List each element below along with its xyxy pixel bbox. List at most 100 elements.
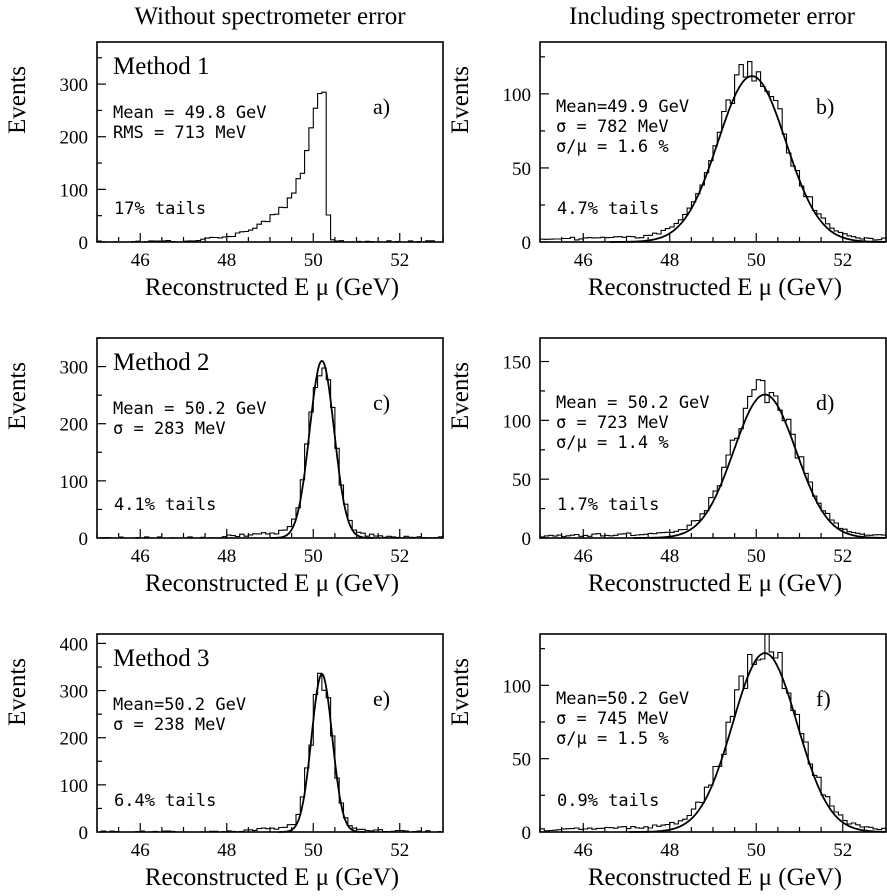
x-axis-label: Reconstructed E μ (GeV) xyxy=(145,570,399,597)
stat-line: Mean = 50.2 GeV xyxy=(113,399,267,419)
y-tick-label: 0 xyxy=(522,529,532,550)
x-tick-label: 46 xyxy=(574,546,593,567)
stat-line: σ = 283 MeV xyxy=(113,419,226,439)
x-tick-label: 50 xyxy=(304,546,323,567)
x-tick-label: 52 xyxy=(390,546,409,567)
y-tick-label: 0 xyxy=(79,529,89,550)
x-tick-label: 52 xyxy=(390,840,409,861)
method-label: Method 3 xyxy=(113,645,210,672)
y-tick-label: 100 xyxy=(60,472,89,493)
stat-line: Mean=50.2 GeV xyxy=(113,695,246,715)
x-tick-label: 50 xyxy=(747,546,766,567)
x-tick-label: 48 xyxy=(660,840,679,861)
tails-label: 1.7% tails xyxy=(557,495,659,515)
tails-label: 6.4% tails xyxy=(114,791,216,811)
tails-label: 4.1% tails xyxy=(114,495,216,515)
stat-line: Mean = 50.2 GeV xyxy=(556,393,710,413)
stat-line: σ/μ = 1.4 % xyxy=(556,433,669,453)
gaussian-fit-curve xyxy=(278,673,366,833)
method-label: Method 1 xyxy=(113,53,210,80)
x-axis-label: Reconstructed E μ (GeV) xyxy=(588,864,842,891)
method-label: Method 2 xyxy=(113,349,210,376)
gaussian-fit-curve xyxy=(270,359,374,539)
y-tick-label: 50 xyxy=(512,470,531,491)
y-axis-label: Events xyxy=(447,66,474,134)
y-tick-label: 300 xyxy=(60,358,89,379)
histogram-panel-f: 46 48 50 52 0 50 100 Reconstructed E μ (GeV) Eve… xyxy=(447,633,887,891)
histogram-bars xyxy=(539,379,887,538)
y-tick-label: 150 xyxy=(503,353,532,374)
x-tick-label: 50 xyxy=(747,250,766,271)
panel-letter: c) xyxy=(373,390,390,415)
x-tick-label: 48 xyxy=(660,250,679,271)
x-tick-label: 46 xyxy=(574,250,593,271)
x-axis-label: Reconstructed E μ (GeV) xyxy=(588,274,842,301)
left-column-title: Without spectrometer error xyxy=(134,3,406,30)
y-tick-label: 100 xyxy=(503,85,532,106)
y-tick-label: 100 xyxy=(503,411,532,432)
y-axis-label: Events xyxy=(4,66,31,134)
stat-line: σ = 782 MeV xyxy=(556,117,669,137)
tails-label: 0.9% tails xyxy=(557,791,659,811)
x-tick-label: 50 xyxy=(304,250,323,271)
x-tick-label: 46 xyxy=(131,250,150,271)
tails-label: 4.7% tails xyxy=(557,199,659,219)
x-axis-label: Reconstructed E μ (GeV) xyxy=(145,274,399,301)
stat-line: σ/μ = 1.6 % xyxy=(556,137,669,157)
y-axis-label: Events xyxy=(447,362,474,430)
x-tick-label: 52 xyxy=(833,250,852,271)
x-tick-label: 52 xyxy=(390,250,409,271)
panel-letter: b) xyxy=(816,94,834,119)
y-tick-label: 100 xyxy=(60,776,89,797)
stat-line: σ/μ = 1.5 % xyxy=(556,729,669,749)
tails-label: 17% tails xyxy=(114,199,206,219)
x-tick-label: 50 xyxy=(304,840,323,861)
histogram-panel-b: 46 48 50 52 0 50 100 Reconstructed E μ (GeV) Eve… xyxy=(447,41,887,301)
x-tick-label: 52 xyxy=(833,840,852,861)
x-tick-label: 46 xyxy=(574,840,593,861)
y-axis-label: Events xyxy=(4,362,31,430)
y-tick-label: 300 xyxy=(60,75,89,96)
panel-letter: a) xyxy=(373,94,390,119)
y-tick-label: 200 xyxy=(60,415,89,436)
histogram-bars xyxy=(539,61,887,242)
gaussian-fit-curve xyxy=(629,652,885,833)
x-tick-label: 48 xyxy=(217,840,236,861)
histogram-panel-c: 46 48 50 52 0 100 200 300 Reconstructed E μ (GeV… xyxy=(4,337,444,597)
y-tick-label: 50 xyxy=(512,750,531,771)
histogram-bars xyxy=(539,633,887,832)
y-tick-label: 0 xyxy=(79,823,89,844)
gaussian-fit-curve xyxy=(609,75,886,243)
x-tick-label: 52 xyxy=(833,546,852,567)
histogram-panel-a: 46 48 50 52 0 100 200 300 Reconstructed E μ (GeV… xyxy=(4,41,444,301)
y-axis-label: Events xyxy=(4,658,31,726)
x-tick-label: 48 xyxy=(660,546,679,567)
stat-line: σ = 238 MeV xyxy=(113,715,226,735)
right-column-title: Including spectrometer error xyxy=(569,3,856,30)
histogram-panel-e: 46 48 50 52 0 100 200 300 400 Reconstructed E μ (… xyxy=(4,633,444,891)
stat-line: σ = 745 MeV xyxy=(556,709,669,729)
panels-group: 46 48 50 52 0 100 200 300 Reconstructed E μ (GeV… xyxy=(4,41,887,891)
panel-letter: f) xyxy=(816,686,831,711)
y-axis-label: Events xyxy=(447,658,474,726)
x-tick-label: 50 xyxy=(747,840,766,861)
x-tick-label: 48 xyxy=(217,250,236,271)
x-tick-label: 48 xyxy=(217,546,236,567)
y-tick-label: 0 xyxy=(522,233,532,254)
x-axis-label: Reconstructed E μ (GeV) xyxy=(588,570,842,597)
panel-letter: e) xyxy=(373,686,390,711)
y-tick-label: 200 xyxy=(60,128,89,149)
stat-line: Mean=49.9 GeV xyxy=(556,97,689,117)
y-tick-label: 0 xyxy=(79,233,89,254)
x-tick-label: 46 xyxy=(131,546,150,567)
y-tick-label: 400 xyxy=(60,634,89,655)
y-tick-label: 100 xyxy=(60,180,89,201)
y-tick-label: 200 xyxy=(60,729,89,750)
stat-line: Mean = 49.8 GeV xyxy=(113,103,267,123)
histogram-panel-d: 46 48 50 52 0 50 100 150 Reconstructed E μ (GeV)… xyxy=(447,337,887,597)
stat-line: RMS = 713 MeV xyxy=(113,123,246,143)
y-tick-label: 50 xyxy=(512,159,531,180)
gaussian-fit-curve xyxy=(633,393,885,539)
x-tick-label: 46 xyxy=(131,840,150,861)
